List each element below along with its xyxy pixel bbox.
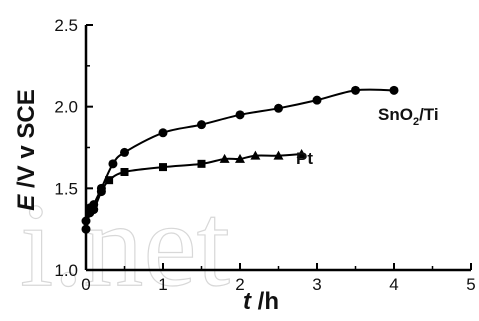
- x-tick-label: 2: [235, 275, 244, 294]
- data-point: [159, 163, 167, 172]
- data-point: [274, 103, 283, 113]
- data-point: [351, 85, 360, 95]
- x-tick-label: 3: [312, 275, 321, 294]
- data-point: [120, 147, 129, 157]
- data-point: [158, 128, 168, 138]
- series-label-pt: Pt: [296, 149, 313, 168]
- series-label-sno2-ti: SnO2/Ti: [378, 105, 439, 128]
- y-tick-label: 1.5: [54, 179, 78, 198]
- data-point: [250, 150, 261, 160]
- data-point: [312, 95, 322, 105]
- data-point: [273, 150, 284, 160]
- data-point: [120, 168, 129, 176]
- x-tick-label: 5: [466, 275, 475, 294]
- x-tick-label: 0: [81, 275, 90, 294]
- watermark: i.net: [20, 178, 230, 311]
- data-point: [389, 85, 399, 95]
- y-tick-label: 2.0: [54, 98, 78, 117]
- data-point: [219, 153, 230, 163]
- x-tick-label: 1: [158, 275, 167, 294]
- data-point: [235, 110, 245, 120]
- data-point: [197, 159, 206, 168]
- data-point: [81, 216, 91, 226]
- data-point: [81, 224, 91, 234]
- data-point: [296, 149, 307, 159]
- y-tick-label: 2.5: [54, 16, 78, 35]
- data-point: [108, 159, 118, 169]
- data-point: [235, 153, 245, 163]
- x-axis-title: t /h: [243, 288, 279, 315]
- data-point: [197, 120, 206, 130]
- x-tick-label: 4: [389, 275, 398, 294]
- y-tick-label: 1.0: [54, 261, 78, 280]
- data-point: [96, 187, 106, 197]
- y-axis-title: E /V v SCE: [13, 89, 40, 210]
- data-point: [89, 205, 99, 215]
- data-point: [105, 176, 114, 185]
